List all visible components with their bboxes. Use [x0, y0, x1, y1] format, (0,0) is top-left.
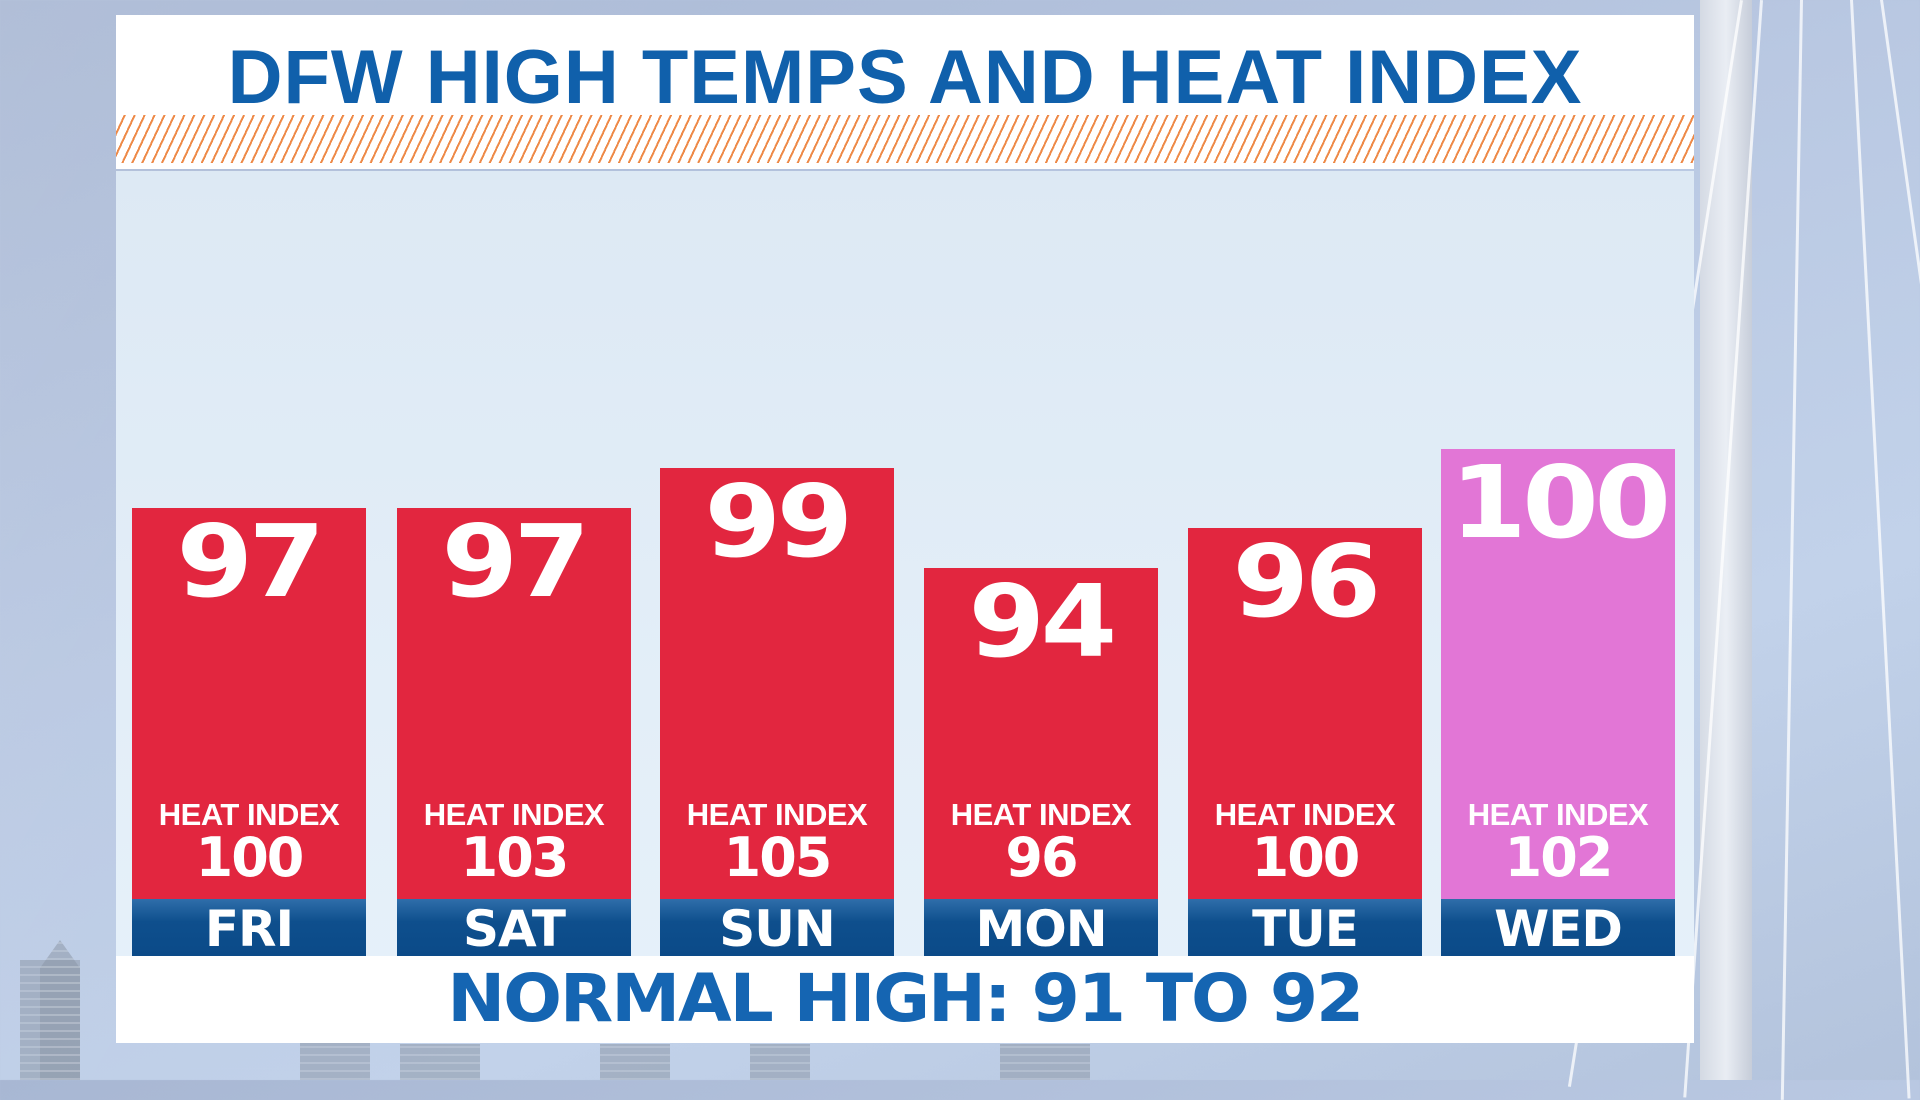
skyline-building — [40, 940, 80, 1080]
heat-index-label: HEAT INDEX — [1214, 797, 1396, 832]
bridge-cable — [1850, 0, 1911, 1099]
high-temp-value: 99 — [704, 463, 854, 580]
heat-index-label: HEAT INDEX — [158, 797, 340, 832]
day-label-fri: FRI — [132, 899, 366, 958]
heat-index-label: HEAT INDEX — [423, 797, 605, 832]
bar-fri: 97 HEAT INDEX 100 — [132, 508, 366, 899]
bar-sun: 99 HEAT INDEX 105 — [660, 468, 894, 899]
normal-high-band: NORMAL HIGH: 91 TO 92 — [116, 956, 1694, 1043]
normal-high-text: NORMAL HIGH: 91 TO 92 — [447, 960, 1365, 1037]
chart-panel: 97 HEAT INDEX 100 FRI 97 HEAT INDEX 103 … — [116, 171, 1694, 1043]
high-temp-value: 100 — [1449, 444, 1671, 561]
day-label-tue: TUE — [1188, 899, 1422, 958]
high-temp-value: 97 — [441, 503, 591, 620]
heat-index-value: 96 — [1005, 826, 1078, 889]
chart-title: DFW HIGH TEMPS AND HEAT INDEX — [227, 35, 1583, 120]
bridge-pylon — [1700, 0, 1752, 1080]
bar-mon: 94 HEAT INDEX 96 — [924, 568, 1158, 899]
high-temp-value: 96 — [1232, 523, 1382, 640]
heat-index-value: 100 — [1251, 826, 1361, 889]
skyline-building — [1000, 1044, 1090, 1080]
heat-index-value: 105 — [723, 826, 833, 889]
day-label-mon: MON — [924, 899, 1158, 958]
high-temp-value: 94 — [968, 563, 1118, 680]
hatch-stripe — [116, 115, 1694, 163]
day-label-sat: SAT — [397, 899, 631, 958]
bar-sat: 97 HEAT INDEX 103 — [397, 508, 631, 899]
skyline-building — [300, 1040, 370, 1080]
heat-index-value: 102 — [1504, 826, 1614, 889]
heat-index-value: 103 — [460, 826, 570, 889]
bridge-cable — [1780, 0, 1803, 1100]
heat-index-label: HEAT INDEX — [950, 797, 1132, 832]
skyline-building — [600, 1044, 670, 1080]
heat-index-label: HEAT INDEX — [686, 797, 868, 832]
skyline-building — [400, 1044, 480, 1080]
heat-index-value: 100 — [195, 826, 305, 889]
title-panel: DFW HIGH TEMPS AND HEAT INDEX — [116, 15, 1694, 169]
day-label-wed: WED — [1441, 899, 1675, 958]
bar-tue: 96 HEAT INDEX 100 — [1188, 528, 1422, 899]
skyline-building — [750, 1044, 810, 1080]
bar-wed: 100 HEAT INDEX 102 — [1441, 449, 1675, 899]
day-label-sun: SUN — [660, 899, 894, 958]
high-temp-value: 97 — [176, 503, 326, 620]
heat-index-label: HEAT INDEX — [1467, 797, 1649, 832]
